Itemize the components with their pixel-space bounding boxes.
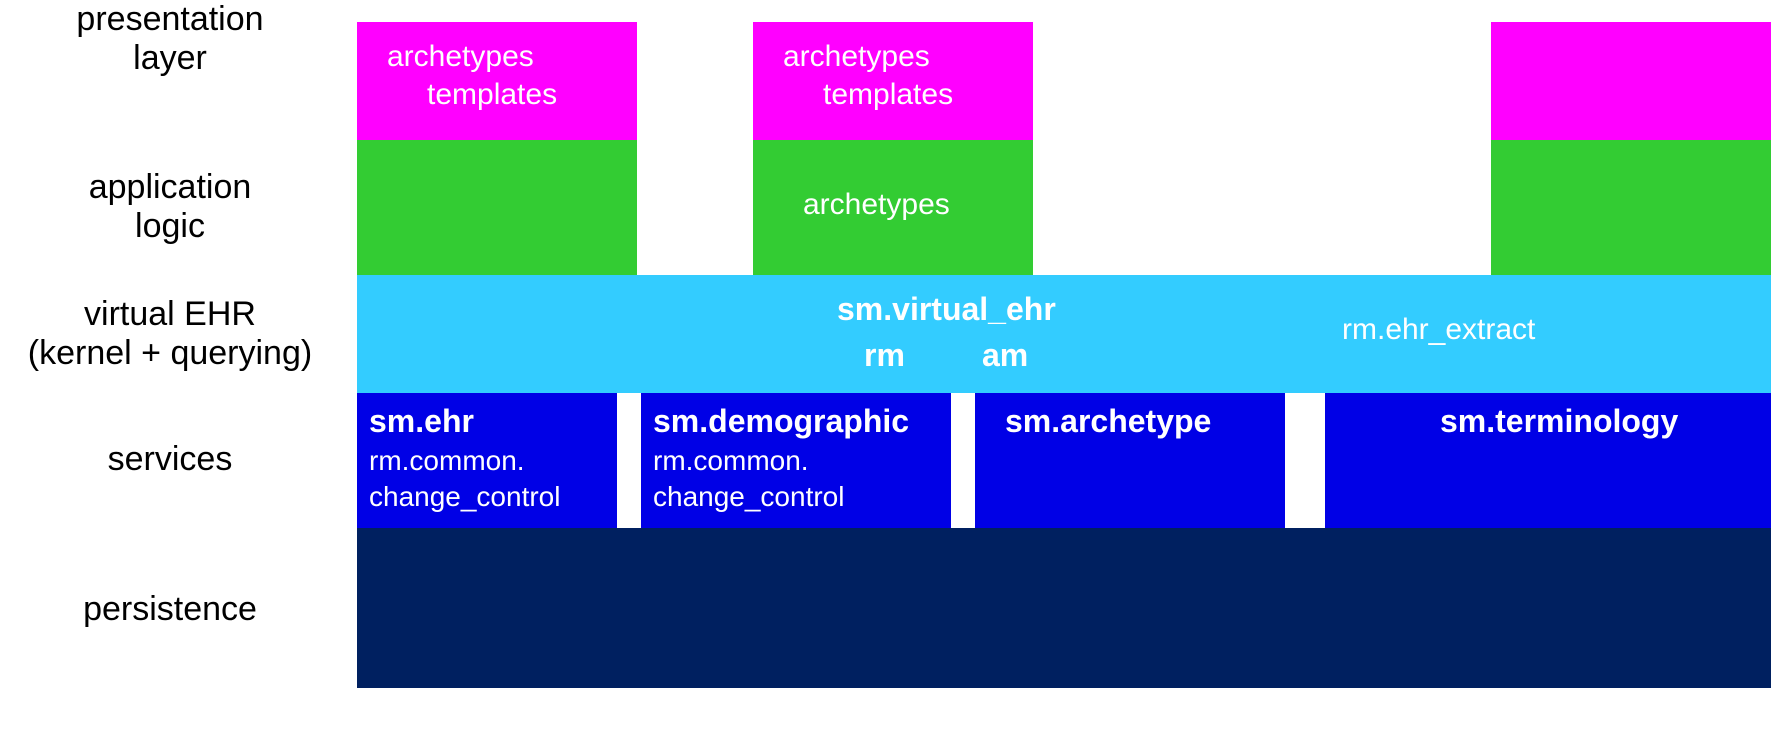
label-services: services	[0, 440, 340, 479]
label-application-text: applicationlogic	[89, 168, 252, 245]
service-block-0-sub1: rm.common.	[369, 445, 525, 477]
label-services-text: services	[108, 440, 233, 478]
label-virtual-ehr: virtual EHR(kernel + querying)	[0, 295, 340, 373]
label-persistence: persistence	[0, 590, 340, 629]
presentation-block-2	[1491, 22, 1771, 140]
service-block-1: sm.demographic rm.common. change_control	[641, 393, 951, 528]
label-application: applicationlogic	[0, 168, 340, 246]
virtual-ehr-title: sm.virtual_ehr	[837, 291, 1056, 328]
label-presentation: presentationlayer	[0, 0, 340, 78]
service-block-3-title: sm.terminology	[1440, 403, 1678, 440]
presentation-block-0-line1: archetypes	[387, 40, 534, 74]
service-block-0-title: sm.ehr	[369, 403, 474, 440]
application-block-1: archetypes	[753, 140, 1033, 275]
virtual-ehr-rm: rm	[864, 337, 905, 374]
presentation-block-1: archetypes templates	[753, 22, 1033, 140]
presentation-block-1-line2: templates	[823, 78, 953, 112]
application-block-0	[357, 140, 637, 275]
virtual-ehr-extract: rm.ehr_extract	[1342, 313, 1535, 347]
service-block-1-sub2: change_control	[653, 481, 844, 513]
presentation-block-1-line1: archetypes	[783, 40, 930, 74]
label-virtual-ehr-text: virtual EHR(kernel + querying)	[28, 295, 312, 372]
virtual-ehr-am: am	[982, 337, 1028, 374]
virtual-ehr-block: sm.virtual_ehr rm am rm.ehr_extract	[357, 275, 1771, 393]
application-block-1-text: archetypes	[803, 188, 950, 222]
application-block-2	[1491, 140, 1771, 275]
label-persistence-text: persistence	[83, 590, 257, 628]
service-block-2-title: sm.archetype	[1005, 403, 1211, 440]
service-block-0-sub2: change_control	[369, 481, 560, 513]
service-block-2: sm.archetype	[975, 393, 1285, 528]
service-block-3: sm.terminology	[1325, 393, 1771, 528]
label-presentation-text: presentationlayer	[76, 0, 263, 77]
presentation-block-0: archetypes templates	[357, 22, 637, 140]
presentation-block-0-line2: templates	[427, 78, 557, 112]
persistence-block	[357, 528, 1771, 688]
service-block-0: sm.ehr rm.common. change_control	[357, 393, 617, 528]
service-block-1-sub1: rm.common.	[653, 445, 809, 477]
service-block-1-title: sm.demographic	[653, 403, 909, 440]
architecture-diagram: presentationlayer applicationlogic virtu…	[0, 0, 1774, 739]
